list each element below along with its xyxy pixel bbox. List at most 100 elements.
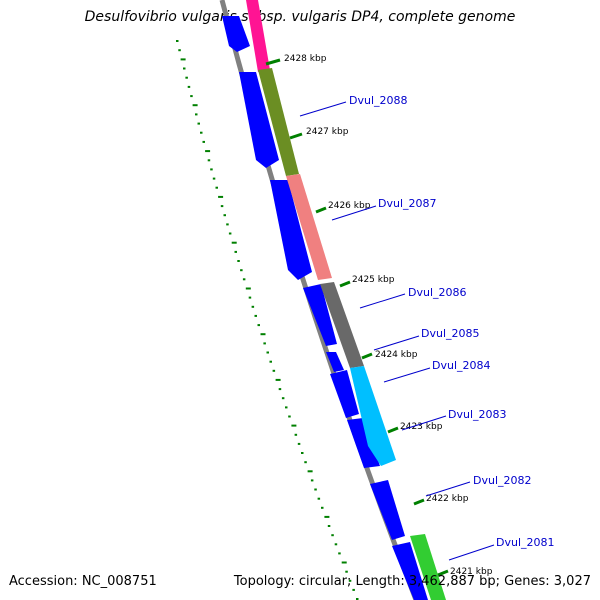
- leader-line: [299, 101, 347, 117]
- leader-line: [401, 415, 447, 431]
- gc-dot: [183, 67, 186, 70]
- feature-gray: [320, 282, 364, 368]
- tick-label: 2423 kbp: [400, 422, 443, 432]
- gc-dot: [314, 488, 317, 491]
- gc-dot: [254, 314, 257, 317]
- gc-dot: [327, 525, 331, 527]
- gc-dot: [176, 40, 179, 42]
- map-title: Desulfovibrio vulgaris subsp. vulgaris D…: [84, 9, 516, 25]
- gc-dot: [195, 113, 198, 116]
- gc-dot: [263, 342, 266, 345]
- gc-dot: [260, 333, 266, 336]
- gene-label[interactable]: Dvul_2082: [473, 474, 532, 487]
- gc-dot: [234, 250, 237, 253]
- gc-dot: [352, 588, 355, 591]
- leader-line: [383, 367, 431, 383]
- tick-label: 2421 kbp: [450, 567, 493, 577]
- gc-dot: [288, 415, 291, 418]
- tick-mark: [289, 132, 303, 140]
- tick-label: 2424 kbp: [375, 350, 418, 360]
- gc-dot: [200, 131, 203, 134]
- tick-mark: [265, 58, 281, 66]
- tick-label: 2422 kbp: [426, 494, 469, 504]
- gc-dot: [207, 159, 211, 162]
- gene-labels: Dvul_2088 Dvul_2087 Dvul_2086 Dvul_2085 …: [349, 94, 555, 549]
- accession-text: Accession: NC_008751: [9, 574, 157, 589]
- gc-dot: [341, 561, 347, 564]
- gc-dot: [215, 186, 218, 189]
- gc-dot: [257, 324, 260, 327]
- gc-dot: [272, 369, 276, 372]
- gc-dot: [205, 150, 211, 153]
- gc-dot: [291, 424, 297, 427]
- gc-dot: [237, 260, 240, 262]
- gc-dot: [218, 195, 224, 198]
- feature-magenta: [246, 0, 270, 72]
- gc-dot: [187, 85, 191, 88]
- gc-dot: [281, 397, 285, 400]
- gc-dot: [248, 296, 252, 299]
- tick-labels: 2428 kbp 2427 kbp 2426 kbp 2425 kbp 2424…: [284, 54, 493, 577]
- tick-label: 2425 kbp: [352, 275, 395, 285]
- tick-mark: [361, 352, 373, 360]
- tick-label: 2426 kbp: [328, 201, 371, 211]
- gc-dot: [334, 543, 338, 546]
- gc-dot: [266, 351, 269, 354]
- gc-dot: [231, 241, 237, 244]
- gene-label[interactable]: Dvul_2081: [496, 536, 555, 549]
- tick-mark: [413, 498, 425, 506]
- gc-dot: [317, 497, 321, 500]
- gc-dot: [331, 534, 334, 537]
- cds-arrow: [326, 352, 344, 372]
- leader-line: [425, 481, 471, 497]
- tick-mark: [387, 426, 399, 434]
- gc-dot: [180, 58, 186, 61]
- gc-dot: [210, 168, 213, 171]
- gc-dot: [310, 479, 314, 482]
- gc-dot: [220, 205, 224, 208]
- cds-arrow: [347, 418, 380, 468]
- gc-dot: [294, 433, 298, 436]
- feature-cyan: [350, 366, 396, 466]
- feature-salmon: [286, 174, 332, 280]
- gc-dot: [324, 515, 330, 518]
- cds-arrow: [370, 480, 405, 540]
- tick-mark: [339, 280, 351, 288]
- gene-label[interactable]: Dvul_2086: [408, 286, 467, 299]
- cds-arrow: [222, 16, 250, 52]
- leader-line: [373, 335, 420, 351]
- tick-mark: [437, 569, 449, 577]
- gc-dot: [269, 360, 272, 363]
- label-leaders: [299, 101, 495, 561]
- leader-line: [331, 205, 377, 221]
- gc-dot: [348, 579, 352, 582]
- cds-arrow: [330, 370, 359, 418]
- gc-dot: [301, 452, 304, 454]
- gc-dot: [297, 442, 301, 445]
- gc-dot: [242, 278, 246, 281]
- leader-line: [359, 293, 406, 309]
- gc-dot: [185, 76, 188, 79]
- tick-marks: [265, 58, 449, 577]
- gc-dot: [251, 305, 255, 308]
- tick-label: 2428 kbp: [284, 54, 327, 64]
- gc-dot: [307, 470, 313, 473]
- gc-dot: [338, 552, 341, 555]
- gene-label[interactable]: Dvul_2083: [448, 408, 507, 421]
- feature-green: [410, 534, 446, 600]
- leader-line: [448, 544, 495, 561]
- cds-arrow: [303, 284, 337, 346]
- gene-label[interactable]: Dvul_2087: [378, 197, 437, 210]
- gc-dot: [178, 49, 181, 52]
- feature-lane: [246, 0, 446, 600]
- gc-dot: [192, 104, 198, 107]
- gc-dot: [190, 95, 193, 98]
- gene-label[interactable]: Dvul_2088: [349, 94, 408, 107]
- gc-dot: [226, 223, 229, 226]
- cds-lane: [222, 16, 428, 600]
- gene-label[interactable]: Dvul_2084: [432, 359, 491, 372]
- genome-stats-text: Topology: circular; Length: 3,462,887 bp…: [233, 574, 591, 589]
- gene-label[interactable]: Dvul_2085: [421, 327, 480, 340]
- cds-arrow: [392, 542, 428, 600]
